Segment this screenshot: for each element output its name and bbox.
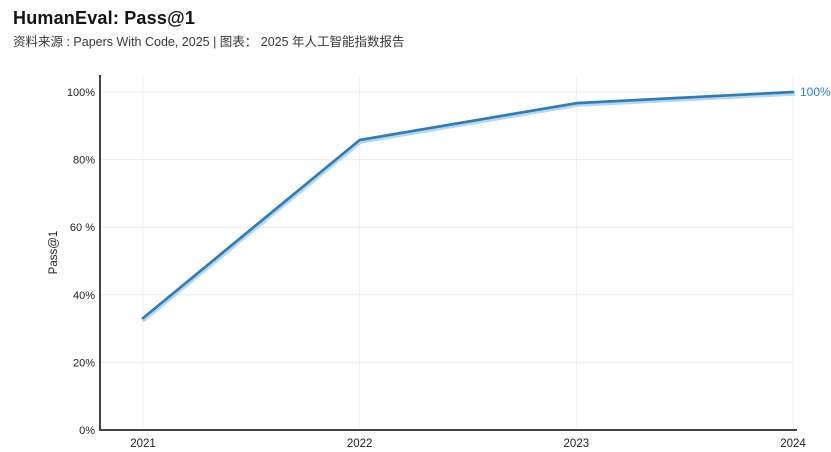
svg-text:60 %: 60 % bbox=[70, 222, 95, 234]
svg-text:20%: 20% bbox=[73, 357, 95, 369]
end-value-label: 100% bbox=[800, 85, 831, 99]
x-tick-labels: 2021 2022 2023 2024 bbox=[130, 438, 806, 450]
svg-text:Pass@1: Pass@1 bbox=[48, 231, 60, 275]
svg-text:2023: 2023 bbox=[564, 438, 590, 450]
chart-header: HumanEval: Pass@1 资料来源 : Papers With Cod… bbox=[13, 7, 405, 50]
svg-text:40%: 40% bbox=[73, 290, 95, 302]
x-gridlines bbox=[142, 75, 794, 430]
axis-spines bbox=[99, 75, 797, 431]
svg-text:100%: 100% bbox=[800, 85, 831, 99]
series-line bbox=[141, 90, 796, 322]
y-tick-labels: 0% 20% 40% 60 % 80% 100% bbox=[67, 87, 95, 437]
y-gridlines bbox=[100, 91, 793, 363]
y-axis-title: Pass@1 bbox=[48, 231, 60, 275]
svg-text:2022: 2022 bbox=[347, 438, 373, 450]
svg-text:80%: 80% bbox=[73, 155, 95, 167]
svg-text:100%: 100% bbox=[67, 87, 95, 99]
chart-title: HumanEval: Pass@1 bbox=[13, 8, 196, 28]
svg-text:2021: 2021 bbox=[130, 438, 156, 450]
chart-source-line: 资料来源 : Papers With Code, 2025 | 图表： 2025… bbox=[13, 35, 405, 49]
svg-text:0%: 0% bbox=[79, 425, 95, 437]
svg-text:2024: 2024 bbox=[780, 438, 806, 450]
